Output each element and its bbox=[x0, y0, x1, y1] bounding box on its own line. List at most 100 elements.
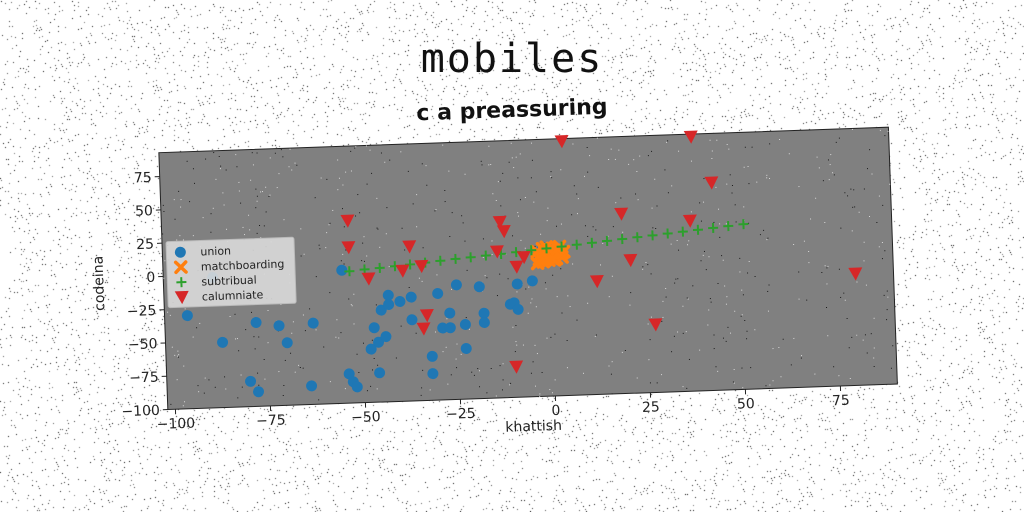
point-subtribual-21 bbox=[662, 228, 673, 239]
point-subtribual-26 bbox=[738, 219, 749, 230]
point-union-39 bbox=[512, 303, 524, 315]
point-union-41 bbox=[526, 275, 538, 287]
x-tick-label: 0 bbox=[551, 403, 560, 419]
point-matchboarding-22 bbox=[530, 256, 545, 271]
point-subtribual-16 bbox=[586, 237, 597, 248]
point-union-34 bbox=[473, 281, 485, 293]
point-union-14 bbox=[365, 343, 377, 355]
point-calumniate-11 bbox=[492, 215, 507, 230]
y-tick-label: −100 bbox=[121, 403, 160, 420]
legend-label-union: union bbox=[200, 244, 231, 258]
x-tick-label: 25 bbox=[642, 399, 660, 416]
x-tick-label: −50 bbox=[351, 409, 381, 426]
point-subtribual-18 bbox=[617, 234, 628, 245]
point-union-23 bbox=[405, 291, 417, 303]
point-calumniate-17 bbox=[589, 275, 604, 289]
point-union-20 bbox=[382, 289, 394, 301]
point-subtribual-0 bbox=[344, 266, 355, 277]
point-calumniate-6 bbox=[402, 240, 417, 254]
point-subtribual-24 bbox=[708, 222, 719, 233]
point-calumniate-21 bbox=[682, 214, 697, 228]
point-union-8 bbox=[306, 380, 318, 392]
point-union-35 bbox=[478, 307, 490, 319]
point-subtribual-20 bbox=[647, 230, 658, 241]
point-subtribual-23 bbox=[692, 224, 704, 235]
point-union-25 bbox=[427, 368, 439, 380]
point-calumniate-18 bbox=[614, 207, 629, 221]
point-calumniate-9 bbox=[419, 308, 434, 323]
point-subtribual-12 bbox=[526, 245, 537, 256]
point-union-22 bbox=[394, 295, 406, 307]
y-tick-label: −75 bbox=[129, 370, 159, 387]
point-calumniate-12 bbox=[496, 224, 511, 239]
y-tick-label: 50 bbox=[135, 203, 153, 220]
point-union-33 bbox=[460, 342, 472, 354]
point-union-9 bbox=[307, 317, 319, 329]
point-subtribual-22 bbox=[677, 226, 688, 237]
point-union-40 bbox=[511, 278, 523, 290]
point-union-21 bbox=[383, 299, 395, 311]
point-subtribual-13 bbox=[541, 243, 552, 254]
point-union-36 bbox=[478, 317, 490, 329]
point-calumniate-0 bbox=[554, 135, 569, 149]
point-calumniate-8 bbox=[414, 259, 429, 274]
x-tick-label: −100 bbox=[156, 416, 195, 433]
point-union-15 bbox=[368, 322, 380, 334]
axes: −100 −75 −50 −25 0 25 50 75 −100 −75 −50 −25 0 25 50 75… bbox=[90, 170, 850, 436]
point-subtribual-14 bbox=[556, 241, 567, 252]
y-tick-label: −25 bbox=[127, 303, 157, 320]
data-marks bbox=[181, 130, 863, 398]
point-calumniate-1 bbox=[683, 130, 698, 144]
y-tick-label: −50 bbox=[128, 336, 158, 353]
point-union-31 bbox=[450, 279, 462, 291]
legend-label-subtribual: subtribual bbox=[201, 274, 257, 289]
point-union-0 bbox=[181, 310, 193, 322]
point-subtribual-6 bbox=[435, 255, 446, 266]
legend-marker-matchboarding bbox=[173, 260, 188, 275]
x-tick-label: −75 bbox=[256, 412, 286, 429]
point-calumniate-3 bbox=[340, 214, 355, 228]
point-calumniate-5 bbox=[361, 272, 376, 286]
point-union-24 bbox=[406, 314, 418, 326]
point-calumniate-22 bbox=[848, 267, 863, 281]
x-tick-label: 50 bbox=[737, 396, 755, 413]
point-calumniate-10 bbox=[416, 322, 431, 336]
point-union-7 bbox=[281, 337, 293, 349]
x-tick-label: −25 bbox=[446, 406, 476, 423]
point-subtribual-9 bbox=[480, 250, 491, 261]
point-union-5 bbox=[250, 316, 262, 328]
point-union-13 bbox=[351, 381, 363, 393]
legend-box bbox=[165, 236, 297, 309]
point-subtribual-8 bbox=[465, 252, 476, 263]
legend-marker-union bbox=[174, 246, 186, 258]
point-matchboarding-24 bbox=[545, 251, 560, 266]
point-union-29 bbox=[444, 307, 456, 319]
point-calumniate-2 bbox=[704, 176, 719, 190]
x-axis-label: khattish bbox=[505, 418, 562, 436]
point-calumniate-14 bbox=[509, 260, 524, 274]
point-union-30 bbox=[444, 322, 456, 334]
point-subtribual-15 bbox=[571, 239, 582, 250]
point-subtribual-7 bbox=[450, 253, 461, 264]
legend-marker-subtribual bbox=[176, 277, 187, 288]
y-tick-label: 25 bbox=[136, 236, 154, 253]
point-calumniate-15 bbox=[489, 245, 504, 259]
point-union-16 bbox=[374, 367, 386, 379]
point-calumniate-13 bbox=[509, 360, 524, 374]
point-union-26 bbox=[426, 350, 438, 362]
x-tick-label: 75 bbox=[832, 393, 850, 410]
chart-title: mobiles bbox=[420, 36, 604, 82]
point-calumniate-19 bbox=[623, 253, 638, 268]
point-calumniate-16 bbox=[516, 250, 531, 265]
point-union-32 bbox=[459, 319, 471, 331]
legend-label-matchboarding: matchboarding bbox=[201, 258, 285, 274]
point-subtribual-19 bbox=[632, 232, 643, 243]
point-subtribual-17 bbox=[602, 235, 613, 246]
point-union-3 bbox=[245, 375, 257, 387]
point-subtribual-2 bbox=[374, 262, 385, 273]
point-calumniate-20 bbox=[648, 318, 663, 332]
point-union-27 bbox=[432, 288, 444, 300]
y-axis-label: codeina bbox=[90, 256, 108, 312]
